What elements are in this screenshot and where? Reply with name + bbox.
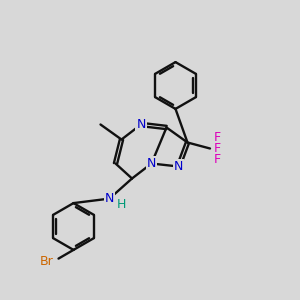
Text: H: H [117, 198, 126, 211]
Text: N: N [174, 160, 183, 173]
Text: F: F [214, 130, 221, 144]
Text: N: N [136, 118, 146, 131]
Text: N: N [147, 157, 156, 170]
Text: F: F [214, 153, 221, 167]
Text: F: F [214, 142, 221, 155]
Text: N: N [105, 192, 114, 205]
Text: Br: Br [40, 255, 53, 268]
